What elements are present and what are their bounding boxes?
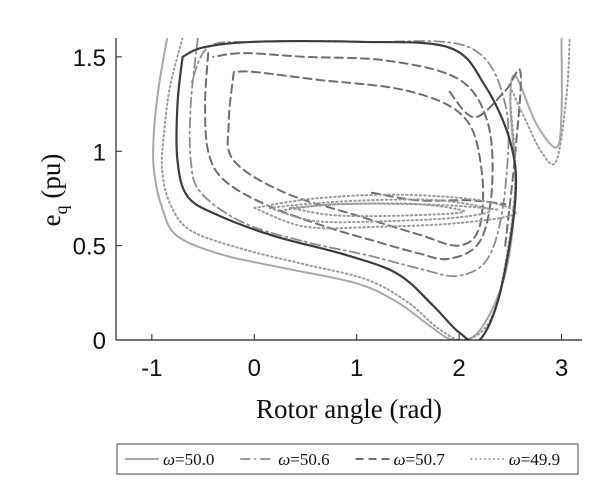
legend-label-1: ω=50.6 — [278, 450, 329, 469]
y-axis-title-sub: q — [51, 205, 71, 214]
legend-value: =49.9 — [521, 450, 560, 469]
x-axis-title: Rotor angle (rad) — [256, 394, 442, 424]
axes — [115, 38, 582, 341]
legend-value: =50.6 — [290, 450, 329, 469]
series-2-curve-0 — [204, 52, 494, 261]
legend-value: =50.0 — [175, 450, 214, 469]
x-tick-label: 1 — [350, 355, 363, 382]
legend-omega-symbol: ω — [163, 450, 175, 469]
series-1-curve-0 — [188, 38, 510, 278]
y-axis-title-main: e — [36, 214, 66, 226]
x-tick-label: 0 — [248, 355, 261, 382]
x-tick-label: 2 — [452, 355, 465, 382]
series-4-curve-0 — [175, 39, 518, 340]
legend-label-2: ω=50.7 — [394, 450, 446, 469]
series-3-curve-4 — [289, 202, 466, 218]
series-3-curve-2 — [253, 193, 517, 230]
legend-value: =50.7 — [406, 450, 446, 469]
legend-label-0: ω=50.0 — [163, 450, 214, 469]
series-3-curve-0 — [160, 38, 571, 340]
x-tick-label: 3 — [555, 355, 568, 382]
y-tick-label: 1 — [93, 139, 106, 166]
y-tick-label: 0 — [93, 328, 106, 355]
series-0-curve-0 — [152, 38, 563, 340]
legend-box — [116, 443, 579, 475]
data-curves — [152, 38, 571, 340]
legend-omega-symbol: ω — [509, 450, 521, 469]
y-axis-title-tail: (pu) — [36, 154, 66, 206]
legend-label-3: ω=49.9 — [509, 450, 560, 469]
series-2-curve-1 — [226, 70, 485, 247]
legend: ω=50.0 ω=50.6 ω=50.7 ω=49.9 — [116, 443, 579, 475]
y-tick-label: 1.5 — [73, 45, 106, 72]
tick-marks — [116, 56, 563, 341]
legend-omega-symbol: ω — [394, 450, 406, 469]
x-tick-label: -1 — [141, 355, 162, 382]
series-2-curve-2 — [447, 68, 522, 247]
series-3-curve-3 — [268, 198, 492, 224]
series-3-curve-1 — [284, 202, 502, 211]
legend-omega-symbol: ω — [278, 450, 290, 469]
y-tick-label: 0.5 — [73, 234, 106, 261]
y-axis-title: eq (pu) — [36, 154, 71, 227]
